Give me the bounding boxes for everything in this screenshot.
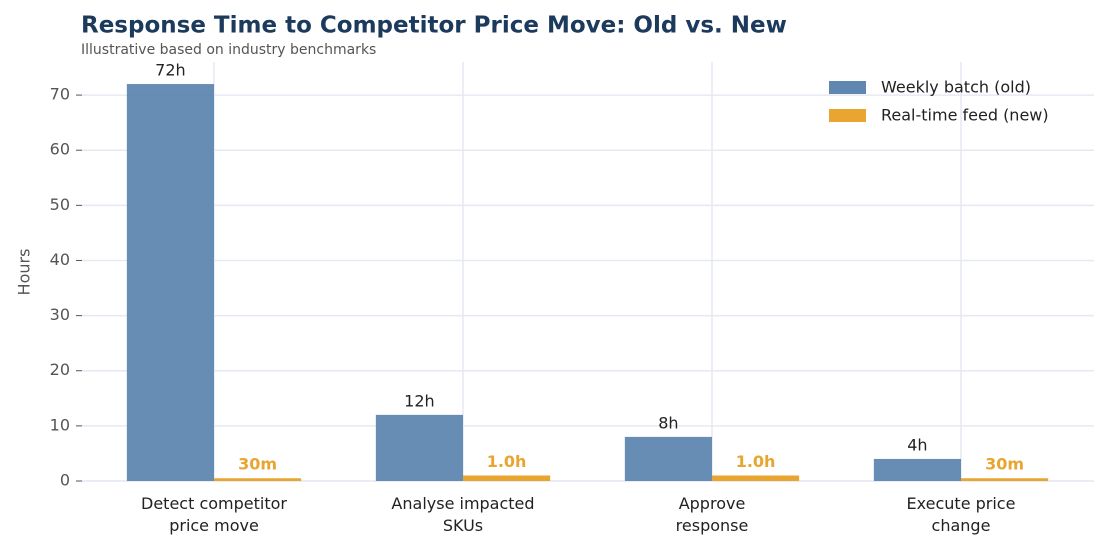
x-tick-label: Execute price change: [907, 494, 1016, 535]
y-tick-label: 40: [50, 250, 70, 269]
y-tick-label: 20: [50, 360, 70, 379]
bar: [126, 84, 214, 481]
bar: [961, 478, 1049, 481]
value-label: 30m: [238, 455, 277, 474]
legend-label: Weekly batch (old): [881, 78, 1031, 97]
y-tick-label: 60: [50, 140, 70, 159]
y-axis-label: Hours: [15, 249, 34, 296]
x-tick-label: Detect competitor price move: [141, 494, 287, 535]
chart-title: Response Time to Competitor Price Move: …: [81, 13, 787, 39]
value-label: 1.0h: [487, 452, 527, 471]
bar: [624, 436, 712, 481]
value-label: 12h: [404, 391, 435, 410]
y-tick-label: 10: [50, 415, 70, 434]
bar: [712, 475, 800, 481]
x-tick-label: Approve response: [676, 494, 749, 535]
legend-swatch: [829, 109, 866, 122]
x-tick-label: Analyse impacted SKUs: [391, 494, 534, 535]
value-label: 8h: [658, 413, 678, 432]
chart-subtitle: Illustrative based on industry benchmark…: [81, 42, 376, 58]
bar: [463, 475, 551, 481]
value-label: 1.0h: [736, 452, 776, 471]
bar: [214, 478, 302, 481]
y-tick-label: 50: [50, 195, 70, 214]
y-tick-label: 70: [50, 85, 70, 104]
value-label: 72h: [155, 61, 186, 80]
y-tick-label: 0: [60, 471, 70, 490]
legend-swatch: [829, 81, 866, 94]
value-label: 30m: [985, 455, 1024, 474]
legend-label: Real-time feed (new): [881, 106, 1049, 125]
y-tick-label: 30: [50, 305, 70, 324]
bar: [873, 458, 961, 481]
bar: [375, 414, 463, 481]
value-label: 4h: [907, 435, 927, 454]
